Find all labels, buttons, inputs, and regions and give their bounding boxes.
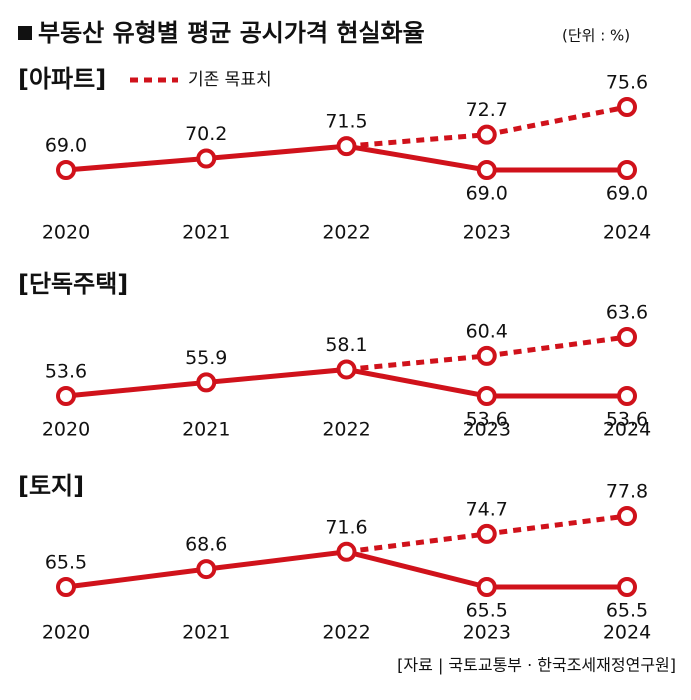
x-tick-label: 2020 [42, 622, 90, 644]
x-tick-label: 2024 [603, 222, 651, 244]
unit: (단위 : %) [562, 27, 630, 45]
point [617, 97, 637, 117]
source: [자료 | 국토교통부 · 한국조세재정연구원] [397, 656, 676, 675]
legend-label: 기존 목표치 [188, 70, 272, 90]
chart-title: 부동산 유형별 평균 공시가격 현실화율 [38, 19, 425, 47]
data-label: 65.5 [45, 552, 87, 574]
x-tick-label: 2020 [42, 419, 90, 441]
point [56, 577, 76, 597]
data-label: 63.6 [606, 302, 648, 324]
data-label: 68.6 [185, 534, 227, 556]
x-tick-label: 2021 [182, 622, 230, 644]
x-tick-label: 2023 [463, 222, 511, 244]
point [617, 577, 637, 597]
panel-title: [토지] [18, 472, 84, 500]
panel-title: [단독주택] [18, 270, 128, 298]
x-tick-label: 2020 [42, 222, 90, 244]
data-label: 75.6 [606, 72, 648, 94]
data-label: 69.0 [606, 183, 648, 205]
data-label: 72.7 [466, 99, 508, 121]
point [196, 372, 217, 393]
point [476, 523, 497, 544]
point [196, 148, 217, 169]
x-tick-label: 2022 [322, 419, 370, 441]
point [617, 327, 637, 347]
x-tick-label: 2022 [322, 622, 370, 644]
point [196, 559, 217, 580]
data-label: 71.5 [325, 111, 367, 133]
data-label: 53.6 [606, 409, 648, 431]
point [476, 345, 497, 366]
data-label: 70.2 [185, 123, 227, 145]
data-label: 53.6 [45, 361, 87, 383]
data-label: 53.6 [466, 409, 508, 431]
data-label: 60.4 [466, 320, 508, 342]
panel-title: [아파트] [18, 65, 106, 93]
point [336, 359, 357, 380]
point [476, 386, 497, 406]
point [336, 541, 357, 562]
data-label: 77.8 [606, 481, 648, 503]
point [56, 160, 76, 180]
point [476, 577, 497, 597]
data-label: 58.1 [325, 334, 367, 356]
point [617, 506, 637, 526]
x-tick-label: 2021 [182, 222, 230, 244]
data-label: 69.0 [466, 183, 508, 205]
x-tick-label: 2023 [463, 419, 511, 441]
point [336, 136, 357, 157]
point [476, 124, 497, 145]
point [56, 386, 76, 406]
data-label: 55.9 [185, 347, 227, 369]
point [476, 160, 497, 180]
data-label: 74.7 [466, 498, 508, 520]
title-bullet [18, 26, 32, 40]
data-label: 65.5 [606, 600, 648, 622]
x-tick-label: 2022 [322, 222, 370, 244]
data-label: 71.6 [325, 516, 367, 538]
point [617, 386, 637, 406]
x-tick-label: 2021 [182, 419, 230, 441]
point [617, 160, 637, 180]
x-tick-label: 2024 [603, 622, 651, 644]
x-tick-label: 2024 [603, 419, 651, 441]
x-tick-label: 2023 [463, 622, 511, 644]
data-label: 69.0 [45, 135, 87, 157]
data-label: 65.5 [466, 600, 508, 622]
